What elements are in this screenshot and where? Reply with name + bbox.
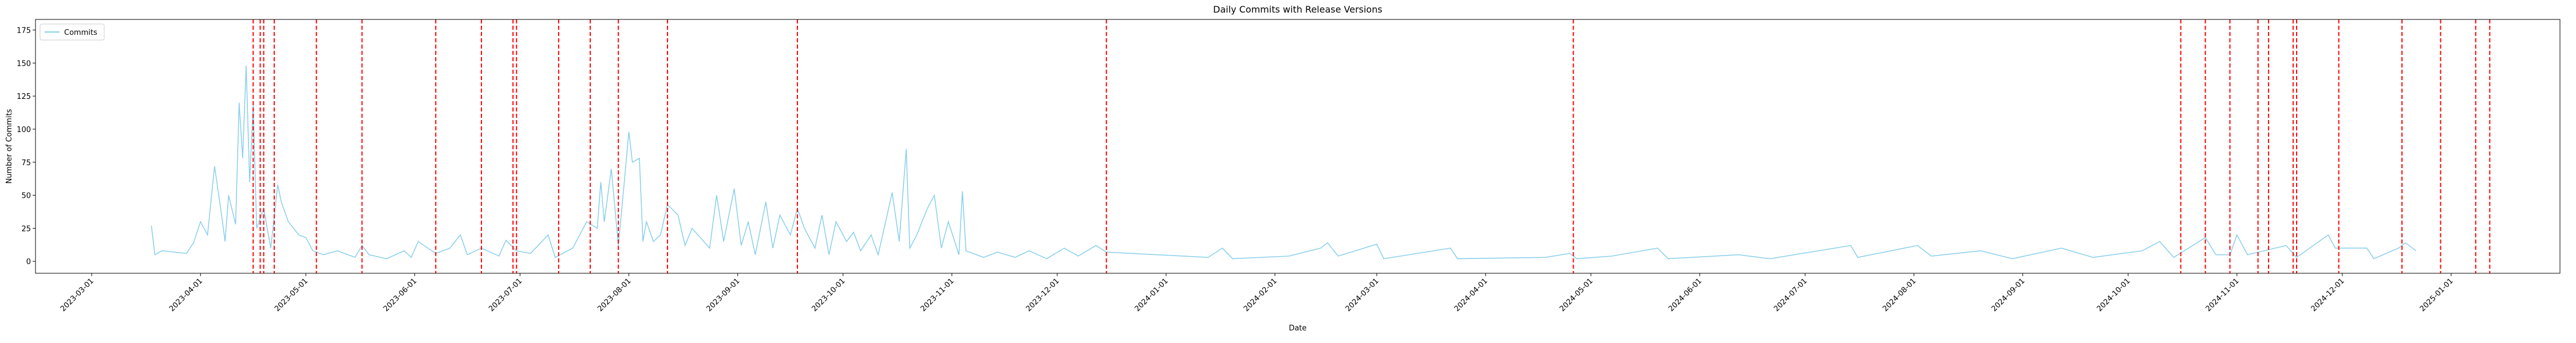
y-tick-label: 25 [21,225,31,233]
x-tick-label: 2024-05-01 [1558,277,1595,313]
legend-box [39,23,105,41]
x-tick-label: 2023-06-01 [382,277,418,313]
y-tick-label: 175 [17,27,31,35]
x-tick-label: 2023-09-01 [705,277,741,313]
plot-frame [35,19,2561,274]
x-axis-label: Date [1289,324,1306,333]
legend-label: Commits [64,29,97,37]
x-tick-label: 2023-04-01 [168,277,204,313]
y-tick-label: 100 [17,126,31,134]
x-tick-label: 2024-02-01 [1242,277,1279,313]
x-tick-label: 2024-03-01 [1344,277,1381,313]
data-line [151,65,2416,260]
x-tick-label: 2023-08-01 [596,277,633,313]
x-tick-label: 2024-12-01 [2310,277,2346,313]
x-tick-label: 2024-10-01 [2095,277,2132,313]
x-tick-label: 2023-10-01 [811,277,847,313]
x-tick-label: 2023-11-01 [919,277,956,313]
x-tick-label: 2024-01-01 [1133,277,1170,313]
y-tick-label: 125 [17,93,31,101]
x-tick-label: 2025-01-01 [2419,277,2455,313]
y-tick-label: 0 [26,258,31,266]
y-tick-label: 50 [21,192,31,201]
y-tick-label: 150 [17,59,31,68]
x-tick-label: 2024-04-01 [1453,277,1490,313]
x-tick-label: 2024-06-01 [1667,277,1704,313]
chart-title: Daily Commits with Release Versions [1213,4,1382,15]
x-tick-label: 2024-11-01 [2204,277,2241,313]
x-tick-label: 2023-05-01 [273,277,310,313]
y-tick-label: 75 [21,159,31,167]
x-tick-label: 2023-12-01 [1025,277,1061,313]
x-tick-label: 2024-08-01 [1881,277,1918,313]
x-tick-label: 2023-07-01 [487,277,524,313]
y-axis-label: Number of Commits [5,109,14,184]
x-tick-label: 2024-07-01 [1772,277,1809,313]
x-tick-label: 2024-09-01 [1990,277,2026,313]
x-tick-label: 2023-03-01 [59,277,96,313]
